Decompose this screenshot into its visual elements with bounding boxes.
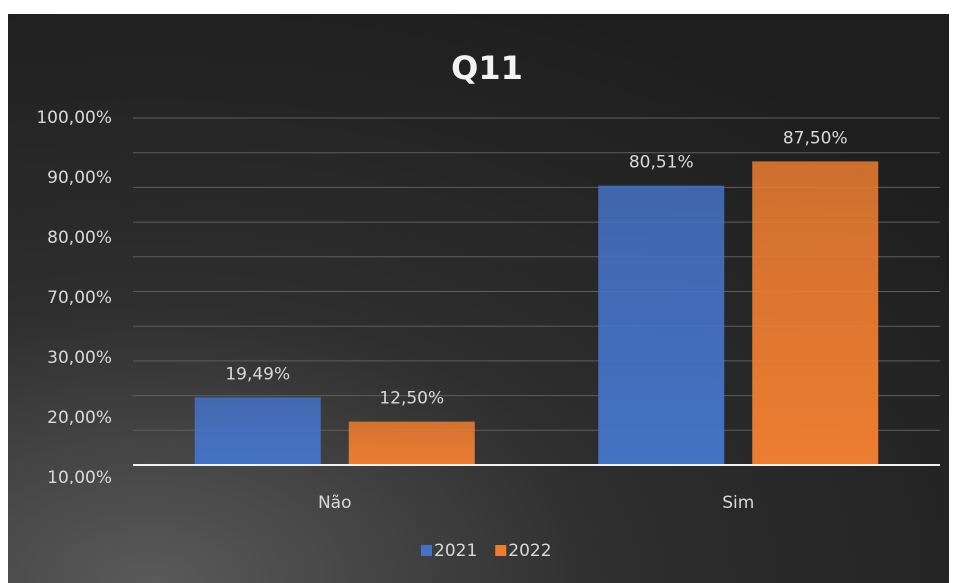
bar: [752, 161, 879, 465]
x-tick-label: Sim: [722, 493, 754, 513]
bar: [194, 397, 321, 465]
y-tick-label: 100,00%: [36, 108, 112, 128]
data-label: 80,51%: [629, 153, 694, 173]
y-tick-label: 80,00%: [47, 228, 112, 248]
y-axis: 100,00% 90,00% 80,00% 70,00% 30,00% 20,00% 10,…: [36, 108, 112, 488]
data-label: 19,49%: [225, 364, 290, 384]
bar: [348, 421, 475, 465]
y-tick-label: 20,00%: [47, 408, 112, 428]
data-label: 87,50%: [783, 128, 848, 148]
y-tick-label: 90,00%: [47, 168, 112, 188]
legend-swatch: [421, 545, 432, 556]
data-label: 12,50%: [379, 389, 444, 409]
bar: [598, 185, 725, 465]
x-tick-label: Não: [318, 493, 352, 513]
y-tick-label: 30,00%: [47, 348, 112, 368]
legend-label: 2021: [434, 541, 477, 561]
legend-swatch: [495, 545, 507, 556]
legend-label: 2022: [508, 541, 551, 561]
y-tick-label: 70,00%: [47, 288, 112, 308]
chart-title: Q11: [451, 49, 523, 87]
y-tick-label: 10,00%: [47, 468, 112, 488]
